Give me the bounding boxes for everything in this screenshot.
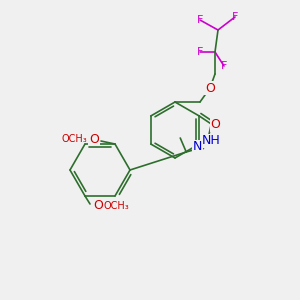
Text: O: O [89, 133, 99, 146]
Text: O: O [205, 82, 215, 94]
Text: O: O [210, 118, 220, 131]
Text: OCH₃: OCH₃ [104, 201, 130, 211]
Text: N: N [193, 140, 202, 154]
Text: F: F [197, 47, 203, 57]
Text: F: F [232, 12, 238, 22]
Text: O: O [93, 200, 103, 212]
Text: OCH₃: OCH₃ [61, 134, 87, 144]
Text: F: F [197, 15, 203, 25]
Text: NH: NH [202, 134, 220, 148]
Text: F: F [221, 61, 227, 71]
